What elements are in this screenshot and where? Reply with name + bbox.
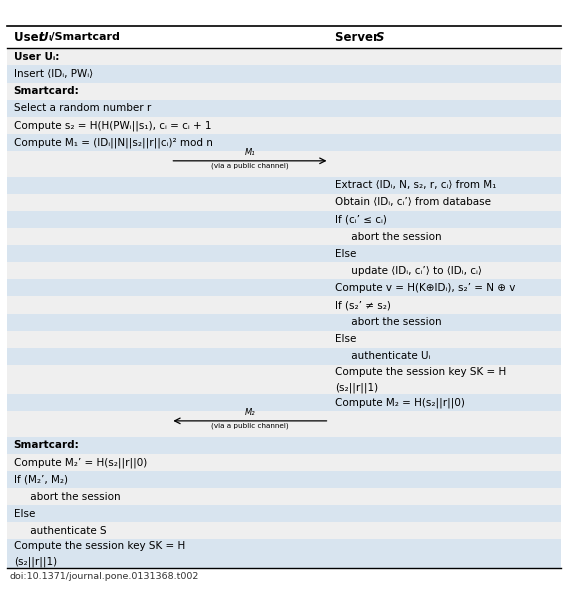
- Bar: [7, 365, 561, 394]
- Bar: [7, 348, 561, 365]
- Bar: [7, 151, 561, 177]
- Text: M₁: M₁: [245, 148, 255, 157]
- Bar: [7, 454, 561, 471]
- Bar: [7, 262, 561, 279]
- Bar: [7, 471, 561, 488]
- Text: M₂: M₂: [245, 407, 255, 416]
- Text: Smartcard:: Smartcard:: [14, 86, 80, 96]
- Text: abort the session: abort the session: [335, 232, 442, 241]
- Text: User Uᵢ:: User Uᵢ:: [14, 52, 59, 62]
- Text: If (s₂’ ≠ s₂): If (s₂’ ≠ s₂): [335, 300, 391, 310]
- Bar: [7, 522, 561, 539]
- Bar: [7, 279, 561, 297]
- Text: Compute the session key SK = H: Compute the session key SK = H: [335, 367, 506, 376]
- Text: authenticate Uᵢ: authenticate Uᵢ: [335, 351, 431, 361]
- Text: Compute s₂ = H(H(PWᵢ||s₁), cᵢ = cᵢ + 1: Compute s₂ = H(H(PWᵢ||s₁), cᵢ = cᵢ + 1: [14, 120, 211, 131]
- Text: Smartcard:: Smartcard:: [14, 440, 80, 451]
- Text: Obtain ⟨IDᵢ, cᵢ’⟩ from database: Obtain ⟨IDᵢ, cᵢ’⟩ from database: [335, 198, 491, 207]
- Bar: [7, 117, 561, 134]
- Bar: [7, 228, 561, 245]
- Text: Compute M₂ = H(s₂||r||0): Compute M₂ = H(s₂||r||0): [335, 397, 465, 408]
- Text: Else: Else: [335, 249, 357, 258]
- Bar: [7, 83, 561, 100]
- Text: Server: Server: [335, 31, 383, 44]
- Bar: [7, 394, 561, 411]
- Text: abort the session: abort the session: [14, 492, 120, 502]
- Text: Compute M₁ = (IDᵢ||N||s₂||r||cᵢ)² mod n: Compute M₁ = (IDᵢ||N||s₂||r||cᵢ)² mod n: [14, 137, 212, 148]
- Bar: [7, 177, 561, 194]
- Bar: [7, 331, 561, 348]
- Bar: [7, 488, 561, 505]
- Bar: [7, 505, 561, 522]
- Bar: [7, 134, 561, 151]
- Text: (via a public channel): (via a public channel): [211, 423, 289, 429]
- Bar: [7, 245, 561, 262]
- Text: U: U: [38, 31, 48, 44]
- Text: (s₂||r||1): (s₂||r||1): [14, 556, 57, 567]
- Bar: [7, 49, 561, 66]
- Text: (via a public channel): (via a public channel): [211, 163, 289, 169]
- Bar: [7, 194, 561, 211]
- Bar: [7, 314, 561, 331]
- Text: Else: Else: [335, 334, 357, 344]
- Text: abort the session: abort the session: [335, 317, 442, 327]
- Bar: [7, 437, 561, 454]
- Text: If (cᵢ’ ≤ cᵢ): If (cᵢ’ ≤ cᵢ): [335, 215, 387, 224]
- Text: authenticate S: authenticate S: [14, 526, 106, 536]
- Bar: [7, 100, 561, 117]
- Text: Else: Else: [14, 509, 35, 519]
- Text: Select a random number r: Select a random number r: [14, 103, 151, 113]
- Text: (s₂||r||1): (s₂||r||1): [335, 382, 378, 393]
- Text: Compute v = H(K⊕IDᵢ), s₂’ = N ⊕ v: Compute v = H(K⊕IDᵢ), s₂’ = N ⊕ v: [335, 283, 516, 293]
- Bar: [7, 411, 561, 437]
- Text: S: S: [376, 31, 385, 44]
- Bar: [7, 539, 561, 568]
- Text: update ⟨IDᵢ, cᵢ’⟩ to ⟨IDᵢ, cᵢ⟩: update ⟨IDᵢ, cᵢ’⟩ to ⟨IDᵢ, cᵢ⟩: [335, 266, 482, 276]
- Bar: [7, 66, 561, 83]
- Bar: [7, 26, 561, 49]
- Text: User: User: [14, 31, 48, 44]
- Text: Compute M₂’ = H(s₂||r||0): Compute M₂’ = H(s₂||r||0): [14, 457, 147, 468]
- Bar: [7, 211, 561, 228]
- Text: Insert ⟨IDᵢ, PWᵢ⟩: Insert ⟨IDᵢ, PWᵢ⟩: [14, 69, 93, 79]
- Text: ᵢ/Smartcard: ᵢ/Smartcard: [49, 32, 121, 43]
- Text: If (M₂’, M₂): If (M₂’, M₂): [14, 474, 68, 485]
- Text: doi:10.1371/journal.pone.0131368.t002: doi:10.1371/journal.pone.0131368.t002: [10, 572, 199, 581]
- Text: Extract ⟨IDᵢ, N, s₂, r, cᵢ⟩ from M₁: Extract ⟨IDᵢ, N, s₂, r, cᵢ⟩ from M₁: [335, 180, 496, 190]
- Text: Compute the session key SK = H: Compute the session key SK = H: [14, 541, 185, 551]
- Bar: [7, 297, 561, 314]
